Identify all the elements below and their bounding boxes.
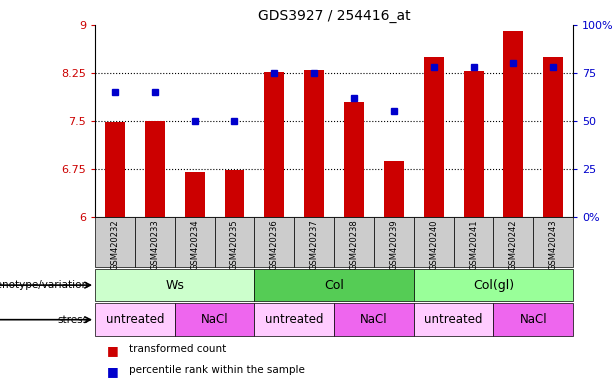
- Bar: [95, 269, 254, 301]
- Text: Col: Col: [324, 279, 344, 291]
- Bar: [344, 102, 364, 217]
- Bar: [414, 217, 454, 267]
- Text: NaCl: NaCl: [200, 313, 229, 326]
- Bar: [414, 303, 493, 336]
- Text: GSM420239: GSM420239: [389, 220, 398, 270]
- Text: percentile rank within the sample: percentile rank within the sample: [129, 365, 305, 375]
- Text: GSM420236: GSM420236: [270, 220, 279, 270]
- Text: transformed count: transformed count: [129, 344, 226, 354]
- Bar: [215, 217, 254, 267]
- Text: GSM420240: GSM420240: [429, 220, 438, 270]
- Text: ■: ■: [107, 365, 119, 378]
- Bar: [135, 217, 175, 267]
- Text: GSM420235: GSM420235: [230, 220, 239, 270]
- Bar: [533, 217, 573, 267]
- Text: GSM420241: GSM420241: [469, 220, 478, 270]
- Bar: [374, 217, 414, 267]
- Text: ■: ■: [107, 344, 119, 357]
- Bar: [454, 217, 493, 267]
- Bar: [543, 57, 563, 217]
- Text: NaCl: NaCl: [360, 313, 388, 326]
- Bar: [493, 303, 573, 336]
- Bar: [384, 161, 404, 217]
- Text: GSM420243: GSM420243: [549, 220, 558, 270]
- Text: untreated: untreated: [265, 313, 324, 326]
- Bar: [304, 70, 324, 217]
- Bar: [294, 217, 334, 267]
- Bar: [334, 303, 414, 336]
- Text: GSM420233: GSM420233: [150, 220, 159, 270]
- Bar: [414, 269, 573, 301]
- Bar: [145, 121, 165, 217]
- Text: GSM420238: GSM420238: [349, 220, 359, 270]
- Bar: [424, 57, 444, 217]
- Text: NaCl: NaCl: [519, 313, 547, 326]
- Bar: [264, 72, 284, 217]
- Bar: [224, 170, 245, 217]
- Bar: [254, 303, 334, 336]
- Bar: [254, 217, 294, 267]
- Bar: [254, 269, 414, 301]
- Text: genotype/variation: genotype/variation: [0, 280, 89, 290]
- Text: GSM420234: GSM420234: [190, 220, 199, 270]
- Bar: [175, 217, 215, 267]
- Bar: [493, 217, 533, 267]
- Title: GDS3927 / 254416_at: GDS3927 / 254416_at: [258, 8, 410, 23]
- Text: untreated: untreated: [424, 313, 483, 326]
- Bar: [175, 303, 254, 336]
- Bar: [95, 303, 175, 336]
- Text: GSM420242: GSM420242: [509, 220, 518, 270]
- Bar: [463, 71, 484, 217]
- Bar: [185, 172, 205, 217]
- Bar: [105, 122, 125, 217]
- Text: GSM420232: GSM420232: [110, 220, 120, 270]
- Text: untreated: untreated: [105, 313, 164, 326]
- Text: GSM420237: GSM420237: [310, 220, 319, 270]
- Bar: [503, 31, 524, 217]
- Text: stress: stress: [58, 314, 89, 325]
- Bar: [95, 217, 135, 267]
- Text: Col(gl): Col(gl): [473, 279, 514, 291]
- Text: Ws: Ws: [166, 279, 184, 291]
- Bar: [334, 217, 374, 267]
